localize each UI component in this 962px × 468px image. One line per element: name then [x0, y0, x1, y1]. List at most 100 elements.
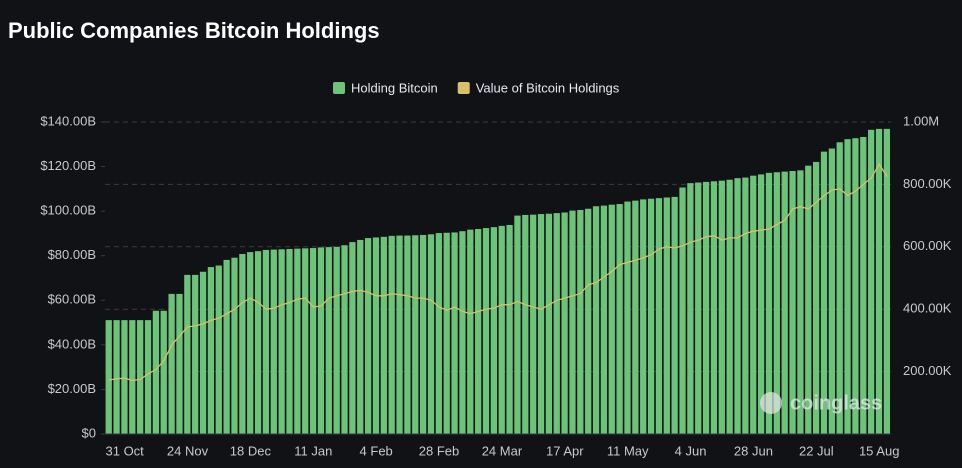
line [108, 163, 888, 382]
bar [687, 183, 694, 434]
bar [168, 293, 175, 434]
bar [396, 235, 403, 434]
x-tick-label: 24 Mar [482, 443, 523, 458]
bar [215, 265, 222, 434]
y2-tick-label: 400.00K [903, 301, 952, 316]
bar [624, 201, 631, 434]
bar [663, 197, 670, 434]
bar [773, 172, 780, 434]
bar [435, 233, 442, 434]
bar [325, 247, 332, 434]
bar [679, 187, 686, 434]
y-tick-label: $20.00B [48, 381, 96, 396]
y-tick-label: $80.00B [48, 247, 96, 262]
bar [294, 248, 301, 434]
bar [742, 177, 749, 434]
watermark-icon [760, 392, 782, 414]
bar [160, 310, 167, 434]
bar [820, 151, 828, 434]
legend-label: Value of Bitcoin Holdings [476, 80, 620, 95]
bar [789, 170, 796, 434]
bar [482, 228, 490, 434]
bar [184, 274, 191, 434]
bar [647, 198, 655, 434]
bar [113, 320, 120, 434]
x-tick-label: 11 May [607, 443, 649, 458]
y2-tick-label: 1.00M [903, 113, 939, 128]
y2-tick-label: 800.00K [903, 176, 952, 191]
bar [797, 170, 804, 435]
y-tick-label: $60.00B [48, 292, 96, 307]
x-tick-label: 28 Feb [419, 443, 459, 458]
bar [427, 234, 435, 434]
bar [852, 138, 859, 434]
y-tick-label: $100.00B [40, 203, 96, 218]
bar [286, 248, 293, 434]
bar [262, 249, 270, 434]
bar [828, 148, 835, 434]
bar [883, 128, 890, 434]
bar [254, 251, 262, 434]
bar [600, 205, 608, 434]
bar [302, 248, 309, 434]
bar [207, 267, 215, 434]
x-tick-label: 15 Aug [859, 443, 900, 458]
watermark: coinglass [790, 392, 882, 414]
y2-tick-label: 600.00K [903, 238, 952, 253]
y-tick-label: $40.00B [48, 336, 96, 351]
bar [726, 179, 733, 434]
bar [561, 212, 568, 434]
bar [569, 210, 576, 434]
bar [498, 225, 505, 434]
bar [239, 253, 246, 434]
chart-title: Public Companies Bitcoin Holdings [8, 18, 380, 43]
bar [616, 204, 623, 434]
bar [718, 180, 725, 434]
y-tick-label: $140.00B [40, 113, 96, 128]
bar [695, 182, 702, 434]
bar [592, 206, 600, 434]
bar [129, 320, 136, 434]
x-tick-label: 4 Jun [675, 443, 707, 458]
bar [247, 252, 254, 434]
bar [836, 142, 843, 434]
bar [813, 161, 820, 434]
bar [152, 310, 160, 434]
bar [537, 214, 545, 434]
legend-swatch [457, 82, 470, 94]
bar [765, 172, 773, 434]
bar [875, 128, 883, 434]
bar [357, 239, 364, 434]
bar [231, 257, 238, 434]
bar [199, 271, 207, 434]
bar [734, 178, 741, 434]
bar [137, 320, 144, 434]
legend-swatch [333, 82, 345, 94]
bar [341, 245, 348, 434]
legend-label: Holding Bitcoin [351, 80, 438, 95]
bar [860, 136, 867, 434]
x-tick-label: 17 Apr [546, 443, 584, 458]
bar [364, 238, 372, 434]
bar [270, 249, 277, 434]
bar [333, 246, 340, 434]
y2-tick-label: 200.00K [903, 363, 952, 378]
bar [443, 232, 450, 434]
bar [545, 213, 553, 434]
bar [522, 214, 529, 434]
bar [553, 213, 560, 434]
bar [585, 208, 592, 434]
bar [349, 242, 356, 434]
bar [710, 181, 718, 434]
bar [577, 209, 584, 434]
bar [844, 139, 851, 434]
x-tick-label: 18 Dec [230, 443, 272, 458]
bar [388, 235, 395, 434]
bar [412, 235, 419, 434]
bar [608, 204, 615, 434]
x-tick-label: 24 Nov [167, 443, 209, 458]
bar [176, 293, 183, 434]
x-tick-label: 11 Jan [294, 443, 332, 458]
bar [121, 320, 128, 434]
